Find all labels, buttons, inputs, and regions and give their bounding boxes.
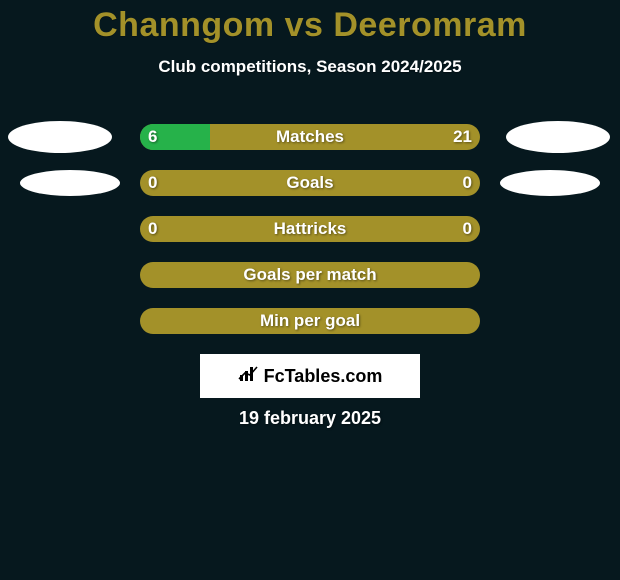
stat-value-left: 0 — [148, 170, 188, 196]
stat-rows: Matches621Goals00Hattricks00Goals per ma… — [0, 124, 620, 354]
page-subtitle: Club competitions, Season 2024/2025 — [0, 57, 620, 77]
stat-row: Goals00 — [0, 170, 620, 198]
player-avatar-left — [20, 170, 120, 196]
bar-chart-icon — [238, 365, 260, 388]
stat-row: Min per goal — [0, 308, 620, 336]
stat-bar-track — [140, 216, 480, 242]
comparison-infographic: Channgom vs Deeromram Club competitions,… — [0, 0, 620, 580]
stat-value-left: 6 — [148, 124, 188, 150]
stat-row: Matches621 — [0, 124, 620, 152]
page-title: Channgom vs Deeromram — [0, 0, 620, 45]
player-avatar-right — [500, 170, 600, 196]
stat-bar-track — [140, 124, 480, 150]
stat-bar-track — [140, 170, 480, 196]
stat-row: Hattricks00 — [0, 216, 620, 244]
footer-date: 19 february 2025 — [0, 408, 620, 429]
brand-badge: FcTables.com — [200, 354, 420, 398]
stat-value-right: 21 — [432, 124, 472, 150]
player-avatar-right — [506, 121, 610, 153]
stat-bar-track — [140, 308, 480, 334]
stat-row: Goals per match — [0, 262, 620, 290]
stat-value-right: 0 — [432, 170, 472, 196]
stat-value-left: 0 — [148, 216, 188, 242]
stat-value-right: 0 — [432, 216, 472, 242]
stat-bar-track — [140, 262, 480, 288]
brand-text: FcTables.com — [264, 366, 383, 387]
player-avatar-left — [8, 121, 112, 153]
